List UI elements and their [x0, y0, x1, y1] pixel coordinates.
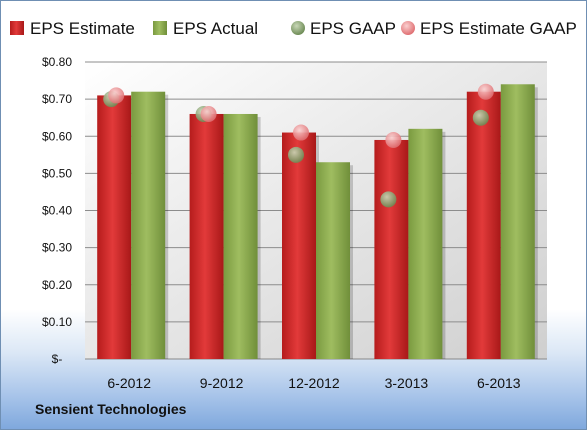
marker-eps-estimate-gaap [200, 105, 217, 122]
x-tick-label: 3-2013 [385, 375, 429, 391]
bar-eps-actual [223, 113, 258, 359]
y-tick-label: $0.60 [42, 129, 72, 143]
legend-swatch-eps-actual [153, 21, 167, 35]
bar-eps-actual [316, 162, 350, 359]
y-tick-label: $0.70 [42, 92, 72, 106]
legend-marker-eps-gaap [291, 21, 305, 35]
marker-eps-estimate-gaap [477, 83, 494, 100]
marker-eps-estimate-gaap [108, 87, 125, 104]
legend-marker-eps-estimate-gaap [401, 21, 415, 35]
legend-label-eps-estimate: EPS Estimate [30, 19, 135, 38]
bar-eps-estimate [189, 113, 224, 359]
y-tick-label: $0.10 [42, 315, 72, 329]
bar-eps-actual [408, 128, 443, 359]
bar-eps-actual [500, 84, 535, 360]
marker-eps-estimate-gaap [293, 124, 309, 141]
y-tick-label: $0.30 [42, 241, 72, 255]
legend: EPS Estimate EPS Actual EPS GAAP EPS Est… [10, 19, 577, 38]
y-tick-label: $- [52, 352, 63, 366]
x-tick-label: 6-2012 [107, 375, 151, 391]
company-name: Sensient Technologies [35, 401, 187, 417]
x-tick-label: 6-2013 [477, 375, 521, 391]
bar-eps-estimate [282, 132, 316, 359]
legend-swatch-eps-estimate [10, 21, 24, 35]
bar-eps-estimate [466, 91, 501, 359]
legend-label-eps-actual: EPS Actual [173, 19, 258, 38]
marker-eps-gaap [472, 109, 489, 126]
y-tick-label: $0.50 [42, 166, 72, 180]
bar-eps-actual [131, 91, 166, 359]
bar-eps-estimate [374, 139, 409, 359]
x-tick-label: 12-2012 [288, 375, 340, 391]
y-tick-label: $0.20 [42, 278, 72, 292]
y-tick-label: $0.80 [42, 55, 72, 69]
x-tick-label: 9-2012 [200, 375, 244, 391]
legend-label-eps-gaap: EPS GAAP [310, 19, 396, 38]
bar-eps-estimate [97, 95, 132, 359]
marker-eps-gaap [380, 191, 397, 208]
marker-eps-estimate-gaap [385, 131, 402, 148]
legend-label-eps-estimate-gaap: EPS Estimate GAAP [420, 19, 577, 38]
y-tick-label: $0.40 [42, 204, 72, 218]
marker-eps-gaap [288, 146, 304, 163]
